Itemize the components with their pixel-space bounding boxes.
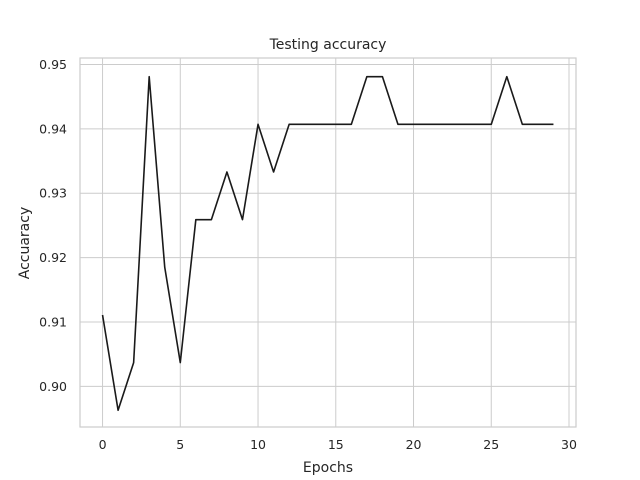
series-layer (101, 75, 554, 412)
series-line-0 (101, 75, 554, 412)
grid (80, 58, 576, 427)
x-tick-label: 10 (250, 437, 266, 452)
x-tick-label: 25 (483, 437, 499, 452)
x-tick-label: 15 (328, 437, 344, 452)
y-tick-label: 0.90 (39, 379, 67, 394)
y-tick-label: 0.95 (39, 57, 67, 72)
x-tick-labels: 0 5 10 15 20 25 30 (99, 437, 577, 452)
x-tick-label: 0 (99, 437, 107, 452)
y-axis-label: Accuaracy (17, 207, 33, 280)
x-tick-label: 30 (561, 437, 577, 452)
y-tick-label: 0.94 (39, 121, 67, 136)
y-tick-label: 0.93 (39, 186, 67, 201)
x-tick-label: 20 (406, 437, 422, 452)
y-tick-label: 0.91 (39, 315, 67, 330)
x-tick-label: 5 (176, 437, 184, 452)
plot-area-frame (79, 57, 577, 428)
x-axis-label: Epochs (303, 460, 353, 476)
chart-title: Testing accuracy (269, 37, 387, 53)
y-tick-label: 0.92 (39, 250, 67, 265)
y-tick-labels: 0.90 0.91 0.92 0.93 0.94 0.95 (39, 57, 67, 394)
